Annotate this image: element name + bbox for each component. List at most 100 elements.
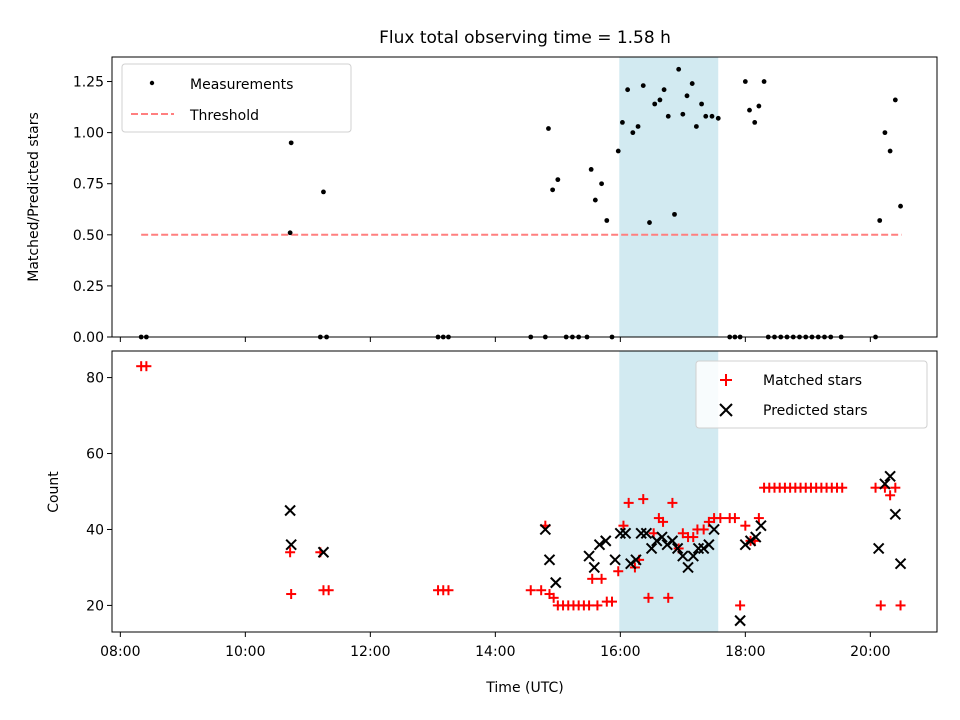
matched-star-point [584, 600, 595, 611]
measurement-point [797, 334, 802, 340]
chart-title: Flux total observing time = 1.58 h [379, 28, 671, 48]
predicted-star-point [630, 554, 642, 566]
predicted-star-point [640, 527, 653, 539]
measurement-point [620, 120, 625, 125]
y-tick-label: 20 [86, 598, 104, 614]
matched-star-point [735, 600, 746, 611]
y-tick-label: 1.25 [73, 75, 104, 91]
legend-matched-marker [720, 374, 732, 386]
measurement-point [446, 334, 451, 340]
measurement-point [676, 66, 682, 72]
predicted-star-point [550, 576, 562, 589]
measurement-point [630, 130, 636, 136]
top-y-label: Matched/Predicted stars [26, 112, 42, 282]
measurement-point [143, 334, 149, 340]
predicted-star-point [682, 561, 694, 574]
measurement-point [732, 334, 738, 340]
measurement-point [873, 334, 878, 340]
legend-measurements-marker [149, 80, 155, 86]
measurement-point [542, 334, 548, 340]
predicted-star-point [708, 523, 720, 536]
measurement-point [809, 334, 815, 340]
matched-star-point [587, 573, 598, 584]
predicted-star-point [755, 519, 767, 532]
predicted-star-point [894, 557, 907, 570]
measurement-point [588, 167, 594, 172]
bottom-y-axis: 20 40 60 80 [86, 371, 112, 614]
matched-star-point [658, 516, 669, 527]
bottom-legend: Matched stars Predicted stars [695, 360, 928, 429]
measurement-point [877, 218, 883, 223]
measurement-point [672, 211, 677, 217]
measurement-point [887, 148, 893, 154]
measurement-point [647, 220, 652, 225]
measurement-point [576, 334, 582, 340]
matched-star-point [285, 547, 296, 558]
top-panel: 0.00 0.25 0.50 0.75 1.00 1.25 Matched/Predict… [26, 56, 938, 346]
measurement-point [657, 97, 663, 103]
predicted-star-point [609, 554, 621, 566]
legend-predicted-label: Predicted stars [763, 403, 868, 419]
measurement-point [715, 115, 721, 121]
measurement-point [599, 181, 604, 187]
matched-star-point [753, 513, 764, 524]
matched-star-point [323, 585, 334, 596]
measurement-point [892, 97, 898, 103]
measurement-point [898, 203, 903, 209]
top-y-axis: 0.00 0.25 0.50 0.75 1.00 1.25 [73, 75, 112, 346]
matched-star-point [740, 520, 751, 531]
x-tick-label: 08:00 [100, 644, 140, 660]
predicted-star-point [614, 527, 627, 539]
measurement-point [592, 197, 598, 203]
matched-star-point [443, 585, 454, 596]
measurement-point [838, 334, 844, 340]
measurement-point [625, 87, 631, 93]
matched-star-point [870, 482, 881, 493]
matched-star-point [698, 524, 709, 535]
predicted-star-point [285, 538, 297, 551]
measurement-point [550, 187, 556, 193]
measurement-point [689, 81, 695, 86]
bottom-x-axis: 08:00 10:00 12:00 14:00 16:00 18:00 20:00 [100, 632, 891, 660]
y-tick-label: 0.50 [73, 228, 104, 244]
measurement-point [287, 230, 293, 236]
y-tick-label: 60 [86, 447, 104, 463]
predicted-star-point [671, 542, 684, 555]
measurement-point [765, 334, 771, 340]
measurement-point [778, 334, 784, 340]
measurement-point [761, 79, 767, 84]
measurement-point [727, 334, 733, 340]
matched-star-point [875, 600, 886, 611]
predicted-star-point [884, 470, 896, 483]
measurement-point [321, 189, 326, 195]
y-tick-label: 0.00 [73, 330, 104, 346]
y-tick-label: 80 [86, 371, 104, 387]
matched-star-point [596, 573, 607, 584]
measurement-point [661, 87, 667, 93]
measurement-point [652, 101, 658, 107]
matched-star-point [607, 596, 617, 607]
y-tick-label: 1.00 [73, 126, 104, 142]
top-plot-frame [111, 56, 938, 338]
measurement-point [640, 83, 646, 89]
predicted-star-point [677, 550, 689, 562]
measurement-point [609, 334, 615, 340]
measurement-point [604, 218, 610, 223]
top-legend: Measurements Threshold [121, 63, 352, 133]
matched-star-point [677, 528, 688, 539]
matched-star-point [663, 592, 674, 603]
measurement-point [680, 111, 686, 117]
predicted-star-point [703, 538, 715, 551]
measurement-point [790, 334, 796, 340]
legend-measurements-label: Measurements [190, 77, 293, 93]
measurement-point [772, 334, 777, 340]
matched-star-point [895, 600, 906, 611]
matched-star-point [890, 482, 901, 493]
y-tick-label: 0.75 [73, 177, 104, 193]
predicted-star-point [583, 550, 595, 562]
predicted-star-point [734, 614, 746, 627]
predicted-star-point [600, 535, 612, 547]
x-tick-label: 16:00 [600, 644, 640, 660]
measurement-point [752, 120, 758, 125]
